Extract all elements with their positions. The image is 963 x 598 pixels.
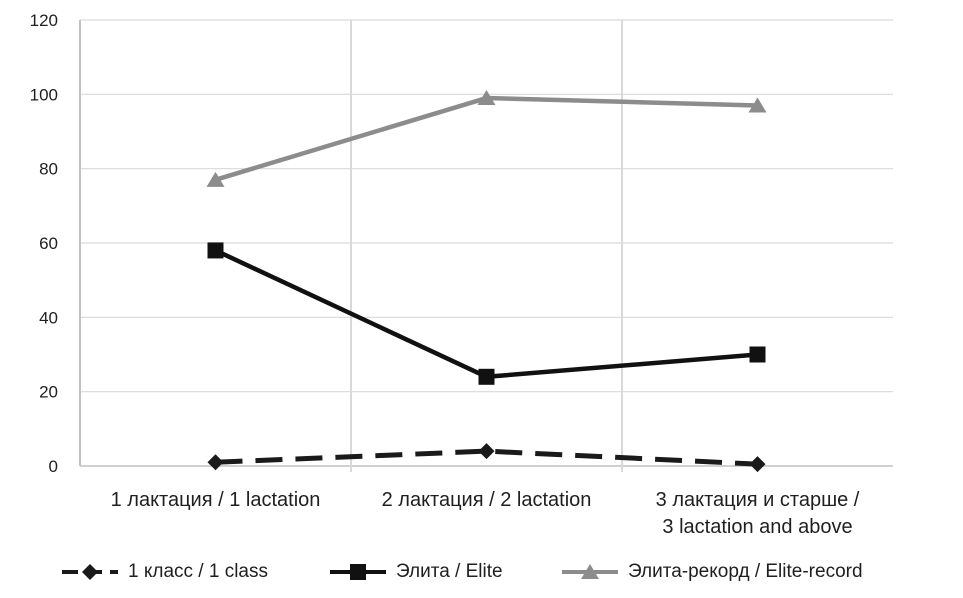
x-category-label-line: 3 lactation and above — [662, 516, 852, 538]
legend-triangle-line-icon — [562, 563, 618, 581]
y-tick-label: 80 — [39, 160, 58, 179]
y-tick-label: 60 — [39, 234, 58, 253]
legend-diamond-dashed-line-icon — [62, 563, 118, 581]
y-tick-label: 0 — [49, 457, 58, 476]
marker-square — [749, 346, 766, 363]
x-category-label: 3 лактация и старше / 3 lactation and abo… — [656, 489, 860, 538]
marker-square — [478, 368, 495, 385]
x-category-label-line: 3 лактация и старше / — [656, 489, 860, 511]
marker-diamond — [207, 454, 224, 471]
legend-marker-glyph — [62, 564, 118, 580]
marker-square — [207, 242, 224, 259]
series-line-0 — [215, 448, 758, 467]
x-category-label: 1 лактация / 1 lactation — [111, 489, 321, 511]
marker-triangle — [206, 171, 225, 187]
x-category-label-line: 1 лактация / 1 lactation — [111, 489, 321, 511]
legend-label-elite-record: Элита-рекорд / Elite-record — [628, 561, 863, 582]
marker-diamond — [478, 443, 495, 460]
series-line-2 — [214, 95, 758, 182]
legend-item-elite: Элита / Elite — [330, 556, 503, 588]
y-tick-label: 40 — [39, 308, 58, 327]
legend-item-elite-record: Элита-рекорд / Elite-record — [562, 556, 863, 588]
legend-label-elite: Элита / Elite — [396, 561, 503, 582]
marker-triangle — [477, 90, 496, 106]
y-tick-label: 20 — [39, 383, 58, 402]
legend: 1 класс / 1 class Элита / Elite Элита-ре… — [0, 556, 963, 592]
marker-diamond — [749, 456, 766, 473]
series-line-1 — [214, 248, 758, 380]
legend-label-1-class: 1 класс / 1 class — [128, 561, 268, 582]
marker-triangle — [748, 97, 767, 113]
legend-marker-glyph — [562, 564, 618, 579]
legend-marker-glyph — [330, 564, 386, 580]
legend-item-1-class: 1 класс / 1 class — [62, 556, 268, 588]
legend-square-line-icon — [330, 563, 386, 581]
y-tick-label: 100 — [30, 85, 58, 104]
x-category-label-line: 2 лактация / 2 lactation — [382, 489, 592, 511]
x-category-label: 2 лактация / 2 lactation — [382, 489, 592, 511]
y-tick-label: 120 — [30, 11, 58, 30]
